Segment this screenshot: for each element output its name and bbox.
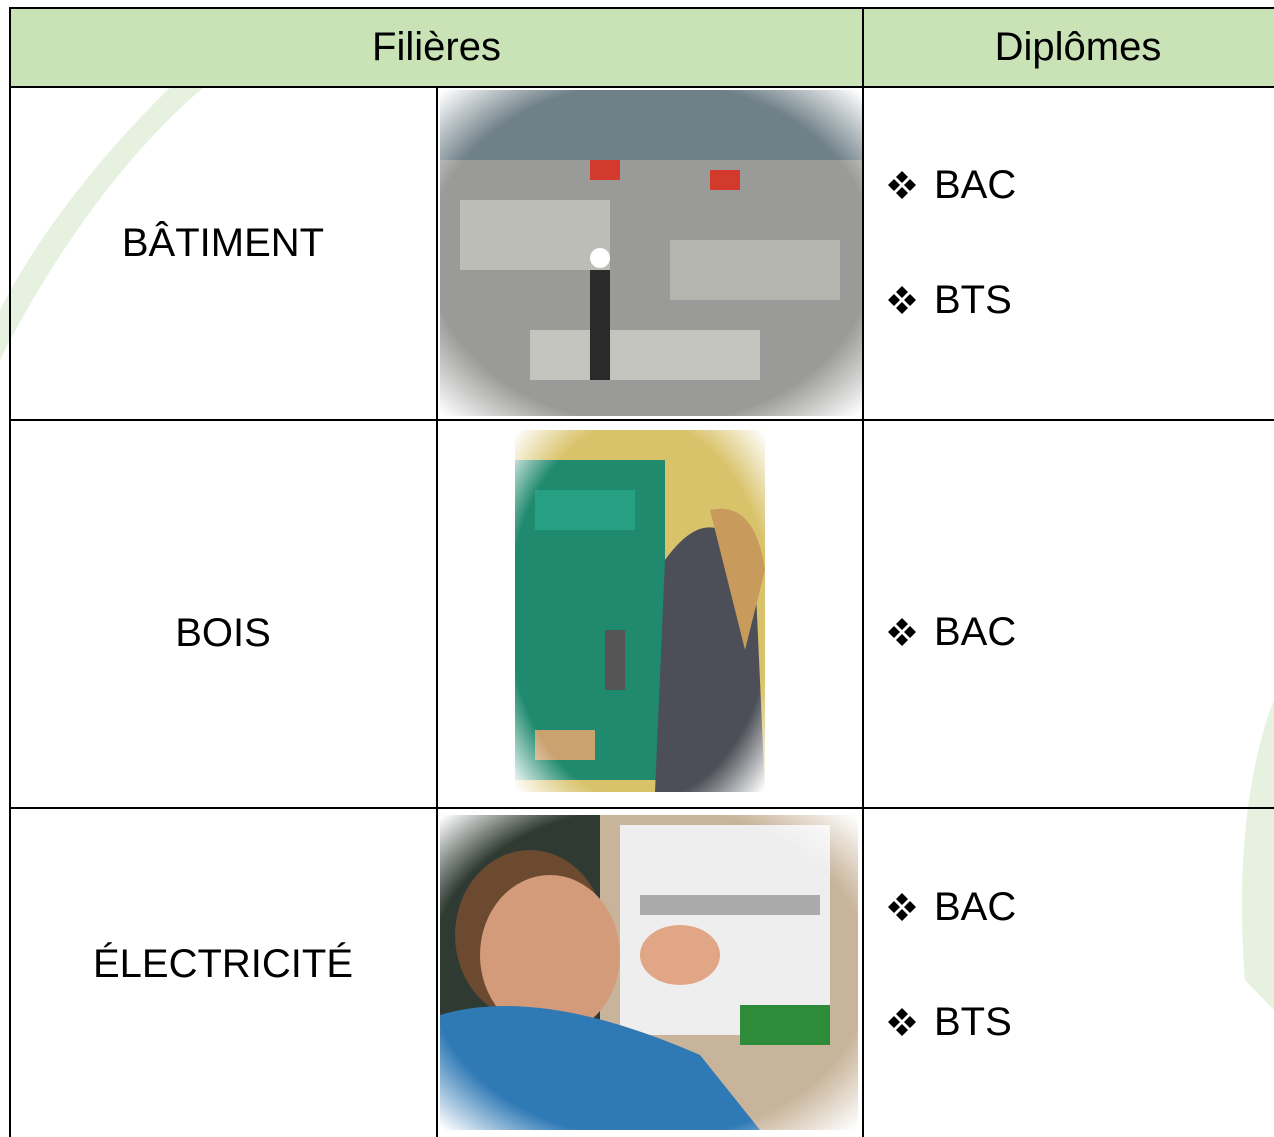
filiere: BÂTIMENT (121, 220, 325, 265)
diplome: BTS (934, 999, 1012, 1044)
border (436, 87, 438, 1137)
border (9, 86, 1274, 88)
bullet (888, 893, 916, 921)
border (9, 419, 1274, 421)
border (9, 7, 11, 1137)
border (862, 7, 864, 1137)
header-filieres: Filières (372, 25, 501, 69)
bullet (888, 171, 916, 199)
border (9, 807, 1274, 809)
diplome: BTS (934, 277, 1012, 322)
border (9, 7, 1274, 9)
bullet (888, 286, 916, 314)
diplome-item: BTS (888, 997, 1012, 1047)
diplome: BAC (934, 162, 1017, 207)
filiere: BOIS (175, 610, 271, 655)
diplome: BAC (934, 884, 1017, 929)
filiere: ÉLECTRICITÉ (92, 941, 354, 986)
photo-batiment (440, 90, 862, 416)
diplome-item: BAC (888, 160, 1016, 210)
diplome: BAC (934, 609, 1017, 654)
header-bg (10, 8, 1274, 87)
photo-electricite (440, 815, 858, 1130)
header-diplomes: Diplômes (994, 25, 1162, 69)
bullet (888, 1008, 916, 1036)
photo-bois (515, 430, 765, 792)
diplome-item: BAC (888, 607, 1016, 657)
diplome-item: BAC (888, 882, 1016, 932)
bullet (888, 618, 916, 646)
diplome-item: BTS (888, 275, 1012, 325)
